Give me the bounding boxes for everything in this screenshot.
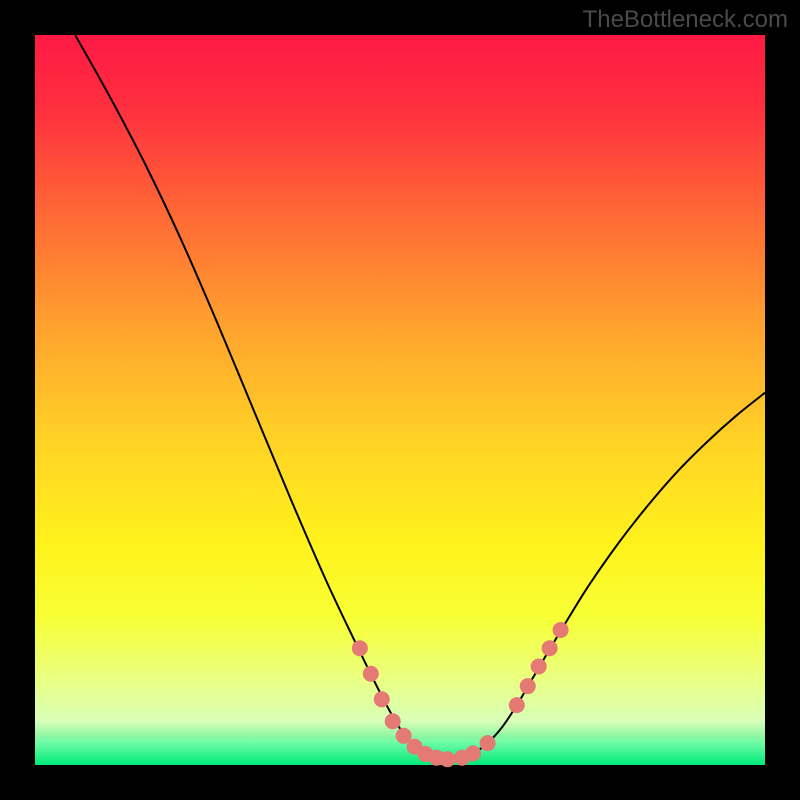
data-marker [439, 751, 455, 767]
chart-container: TheBottleneck.com [0, 0, 800, 800]
data-marker [542, 640, 558, 656]
data-marker [385, 713, 401, 729]
data-marker [352, 640, 368, 656]
marker-group [352, 622, 569, 767]
data-marker [465, 745, 481, 761]
bottleneck-curve [75, 35, 765, 761]
data-marker [374, 691, 390, 707]
watermark-text: TheBottleneck.com [583, 6, 788, 34]
curve-layer [35, 35, 765, 765]
data-marker [520, 678, 536, 694]
data-marker [363, 666, 379, 682]
data-marker [480, 735, 496, 751]
data-marker [509, 697, 525, 713]
plot-area [35, 35, 765, 765]
data-marker [553, 622, 569, 638]
data-marker [531, 658, 547, 674]
